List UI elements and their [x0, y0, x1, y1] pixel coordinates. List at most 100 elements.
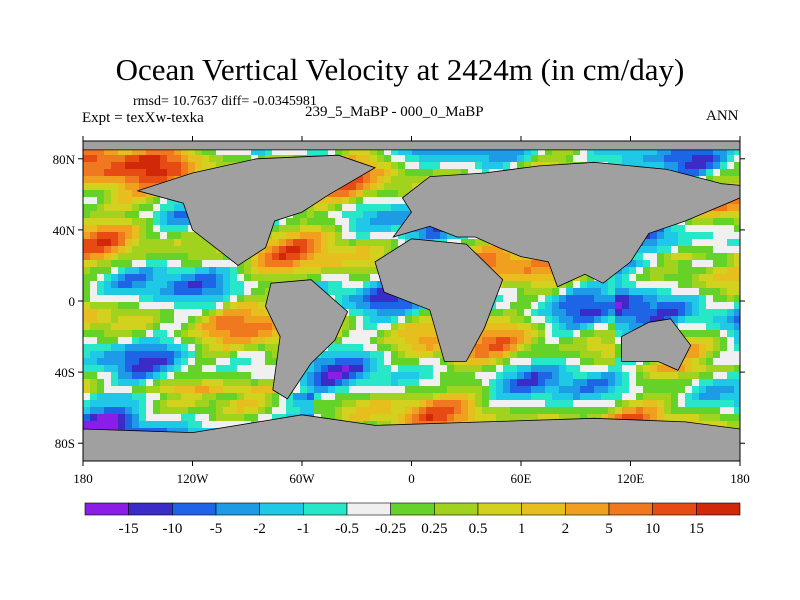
field-cell: [503, 274, 511, 282]
field-cell: [692, 407, 700, 415]
field-cell: [356, 246, 364, 254]
field-cell: [230, 386, 238, 394]
field-cell: [97, 379, 105, 387]
field-cell: [342, 302, 350, 310]
field-cell: [727, 288, 735, 296]
field-cell: [125, 351, 133, 359]
field-cell: [727, 204, 735, 212]
field-cell: [622, 281, 630, 289]
field-cell: [559, 344, 567, 352]
field-cell: [377, 358, 385, 366]
field-cell: [559, 148, 567, 156]
field-cell: [132, 309, 140, 317]
field-cell: [398, 386, 406, 394]
field-cell: [489, 372, 497, 380]
field-cell: [615, 288, 623, 296]
field-cell: [531, 351, 539, 359]
field-cell: [573, 155, 581, 163]
field-cell: [440, 393, 448, 401]
field-cell: [335, 379, 343, 387]
field-cell: [545, 316, 553, 324]
field-cell: [643, 246, 651, 254]
field-cell: [244, 155, 252, 163]
field-cell: [405, 302, 413, 310]
field-cell: [524, 351, 532, 359]
field-cell: [265, 274, 273, 282]
field-cell: [370, 351, 378, 359]
field-cell: [524, 372, 532, 380]
field-cell: [363, 400, 371, 408]
field-cell: [671, 281, 679, 289]
field-cell: [356, 407, 364, 415]
field-cell: [167, 274, 175, 282]
field-cell: [398, 218, 406, 226]
field-cell: [517, 316, 525, 324]
field-cell: [153, 393, 161, 401]
field-cell: [97, 372, 105, 380]
field-cell: [447, 379, 455, 387]
field-cell: [601, 344, 609, 352]
colorbar-swatch: [390, 502, 435, 516]
field-cell: [517, 372, 525, 380]
field-cell: [713, 239, 721, 247]
field-cell: [664, 225, 672, 233]
field-cell: [104, 414, 112, 422]
field-cell: [139, 253, 147, 261]
field-cell: [342, 239, 350, 247]
field-cell: [594, 372, 602, 380]
field-cell: [657, 372, 665, 380]
field-cell: [279, 260, 287, 268]
field-cell: [132, 246, 140, 254]
field-cell: [251, 400, 259, 408]
field-cell: [188, 260, 196, 268]
field-cell: [580, 358, 588, 366]
field-cell: [132, 351, 140, 359]
field-cell: [629, 295, 637, 303]
field-cell: [363, 260, 371, 268]
field-cell: [118, 393, 126, 401]
field-cell: [573, 323, 581, 331]
field-cell: [97, 358, 105, 366]
field-cell: [650, 288, 658, 296]
field-cell: [713, 309, 721, 317]
field-cell: [195, 421, 203, 429]
field-cell: [643, 288, 651, 296]
field-cell: [398, 330, 406, 338]
field-cell: [97, 288, 105, 296]
field-cell: [587, 281, 595, 289]
field-cell: [174, 330, 182, 338]
field-cell: [566, 407, 574, 415]
field-cell: [300, 400, 308, 408]
field-cell: [153, 351, 161, 359]
field-cell: [608, 295, 616, 303]
field-cell: [580, 386, 588, 394]
field-cell: [202, 281, 210, 289]
field-cell: [377, 330, 385, 338]
field-cell: [426, 148, 434, 156]
field-cell: [118, 246, 126, 254]
field-cell: [384, 211, 392, 219]
field-cell: [426, 155, 434, 163]
field-cell: [132, 162, 140, 170]
field-cell: [216, 379, 224, 387]
field-cell: [321, 379, 329, 387]
field-cell: [314, 253, 322, 261]
field-cell: [559, 407, 567, 415]
field-cell: [622, 316, 630, 324]
field-cell: [251, 330, 259, 338]
field-cell: [349, 239, 357, 247]
field-cell: [104, 295, 112, 303]
field-cell: [468, 162, 476, 170]
field-cell: [90, 386, 98, 394]
field-cell: [349, 267, 357, 275]
field-cell: [727, 176, 735, 184]
field-cell: [454, 379, 462, 387]
field-cell: [699, 288, 707, 296]
field-cell: [216, 330, 224, 338]
field-cell: [405, 162, 413, 170]
field-cell: [685, 386, 693, 394]
field-cell: [174, 323, 182, 331]
field-cell: [146, 232, 154, 240]
field-cell: [209, 260, 217, 268]
field-cell: [279, 218, 287, 226]
